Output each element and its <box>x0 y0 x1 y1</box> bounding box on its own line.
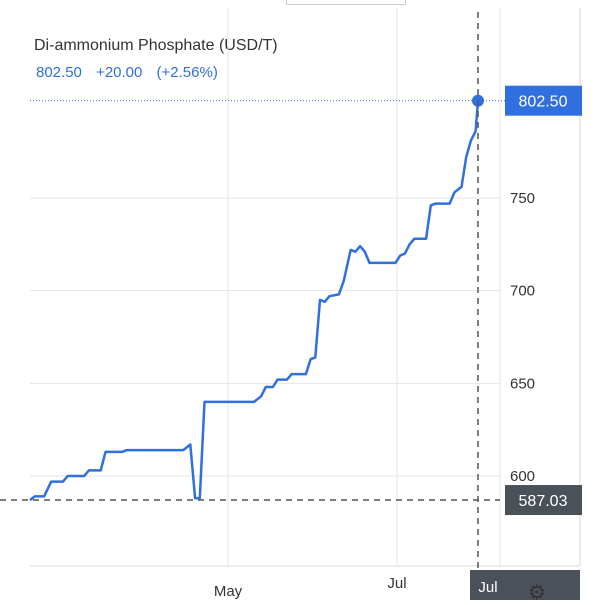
y-tick-label: 750 <box>510 190 535 207</box>
last-value-label-bg <box>505 85 582 116</box>
chart-series <box>29 94 484 502</box>
x-axis-ticks: May Jul Jul <box>214 570 580 600</box>
x-tick-label: May <box>214 583 243 600</box>
top-tab[interactable] <box>286 0 406 5</box>
y-axis-ticks: 600 650 700 750 <box>510 190 535 485</box>
y-tick-label: 600 <box>510 468 535 485</box>
price-quote: 802.50 +20.00 (+2.56%) <box>36 64 228 81</box>
price-change-pct: (+2.56%) <box>156 64 218 81</box>
crosshair-x-label-bg <box>470 570 580 600</box>
price-change: +20.00 <box>96 64 143 81</box>
y-tick-label: 650 <box>510 375 535 392</box>
crosshair-x-label: Jul <box>478 579 497 596</box>
chart-grid <box>30 8 581 567</box>
last-value-label: 802.50 <box>519 94 568 111</box>
y-tick-label: 700 <box>510 283 535 300</box>
gear-icon[interactable]: ⚙ <box>528 582 546 604</box>
x-tick-label: Jul <box>387 575 406 592</box>
last-price: 802.50 <box>36 64 82 81</box>
chart-title: Di-ammonium Phosphate (USD/T) <box>34 37 278 54</box>
crosshair-value-label-bg <box>505 485 582 516</box>
chart-overlays: 802.50 587.03 <box>0 12 582 570</box>
series-line <box>29 100 480 502</box>
crosshair-value-label: 587.03 <box>519 493 568 510</box>
